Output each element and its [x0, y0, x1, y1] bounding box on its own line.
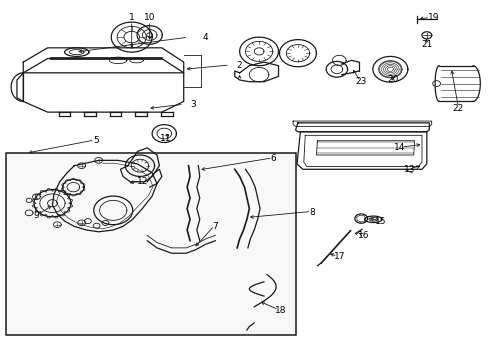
Text: 6: 6	[270, 154, 276, 163]
Text: 15: 15	[374, 217, 386, 226]
Text: 19: 19	[427, 13, 439, 22]
Text: 17: 17	[333, 252, 345, 261]
Text: 3: 3	[190, 100, 196, 109]
Text: 5: 5	[93, 136, 99, 145]
Text: 8: 8	[309, 208, 315, 217]
Text: 21: 21	[420, 40, 432, 49]
Text: 16: 16	[357, 231, 368, 240]
Text: 13: 13	[403, 165, 415, 174]
Text: 2: 2	[236, 61, 242, 70]
Text: 14: 14	[394, 143, 405, 152]
Text: 11: 11	[160, 134, 171, 143]
Text: 22: 22	[452, 104, 463, 113]
Text: 1: 1	[128, 13, 134, 22]
Text: 7: 7	[212, 222, 218, 231]
Text: 23: 23	[355, 77, 366, 86]
Bar	[6, 153, 295, 336]
Text: 9: 9	[34, 211, 39, 220]
Text: 18: 18	[275, 306, 286, 315]
Text: 12: 12	[137, 177, 148, 186]
Text: 10: 10	[143, 13, 155, 22]
Text: 4: 4	[203, 33, 208, 42]
Text: 20: 20	[386, 76, 398, 85]
